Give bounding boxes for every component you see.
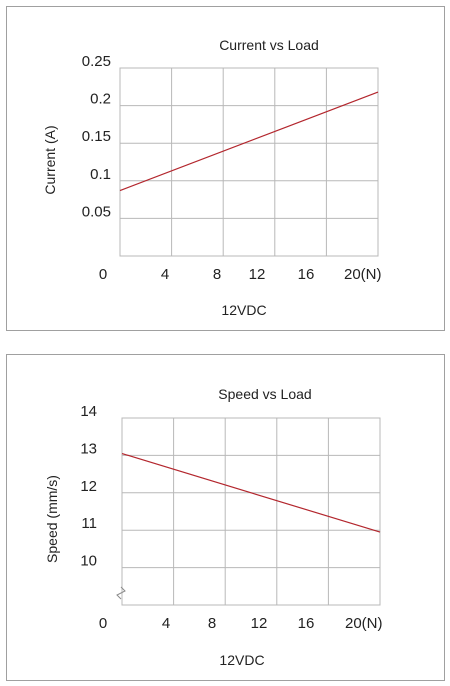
plot-frame	[121, 417, 381, 606]
x-tick-label: 16	[298, 266, 315, 283]
chart-panel-current: Current vs Load 0.05 0.1 0.15 0.2 0.25 0 4 8 12…	[6, 6, 445, 331]
x-axis-label: 12VDC	[221, 302, 266, 318]
y-axis-label: Speed (mm/s)	[44, 475, 60, 563]
y-tick-label: 11	[81, 515, 97, 532]
axis-break-mark	[116, 586, 126, 600]
x-axis-label: 12VDC	[219, 652, 264, 668]
chart-panel-speed: Speed vs Load 10 11 12 13 14 0 4 8 12 16 20(N) Sp…	[6, 354, 445, 681]
y-tick-label: 14	[80, 403, 97, 420]
plot-frame	[119, 67, 379, 257]
y-tick-label: 0.05	[82, 203, 111, 220]
x-tick-label: 16	[298, 615, 315, 632]
x-tick-label: 12	[251, 615, 268, 632]
x-tick-label: 8	[213, 266, 221, 283]
series-line	[119, 91, 379, 192]
x-tick-label: 12	[249, 266, 266, 283]
y-tick-label: 13	[80, 440, 97, 457]
y-tick-label: 10	[80, 553, 97, 570]
chart-title: Speed vs Load	[218, 386, 311, 402]
y-tick-label: 12	[80, 478, 97, 495]
x-tick-label: 4	[162, 615, 170, 632]
x-tick-label: 8	[208, 615, 216, 632]
current-vs-load-chart: Current vs Load 0.05 0.1 0.15 0.2 0.25 0 4 8 12…	[42, 37, 382, 318]
y-axis-label: Current (A)	[42, 125, 58, 194]
y-tick-label: 0.15	[82, 128, 111, 145]
x-tick-label: 0	[99, 266, 107, 283]
chart-title: Current vs Load	[219, 37, 319, 53]
series-line	[121, 452, 381, 533]
y-tick-label: 0.25	[82, 53, 111, 70]
x-tick-label: 0	[99, 615, 107, 632]
speed-vs-load-chart: Speed vs Load 10 11 12 13 14 0 4 8 12 16 20(N) Sp…	[44, 386, 383, 668]
y-tick-label: 0.1	[90, 166, 111, 183]
x-tick-label: 4	[161, 266, 169, 283]
y-tick-label: 0.2	[90, 91, 111, 108]
x-tick-label: 20(N)	[345, 615, 383, 632]
x-tick-label: 20(N)	[344, 266, 382, 283]
